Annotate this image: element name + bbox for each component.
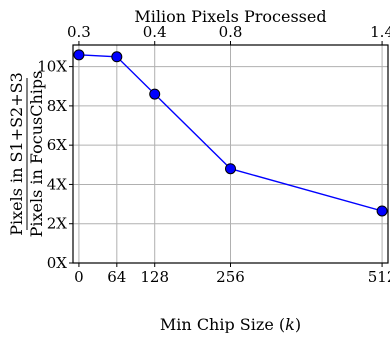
top-tick-label: 0.3 (67, 23, 91, 41)
y-axis-title: Pixels in S1+S2+S3 Pixels in FocusChips (7, 71, 46, 238)
y-tick-label: 0X (47, 254, 68, 272)
y-tick-label: 8X (47, 97, 68, 115)
grid (73, 45, 388, 264)
top-axis-title: Milion Pixels Processed (134, 7, 326, 26)
y-axis-title-denominator: Pixels in FocusChips (27, 71, 46, 238)
y-tick-label: 4X (47, 175, 68, 193)
x-tick-label: 256 (216, 268, 245, 286)
ticks (69, 41, 383, 267)
y-tick-label: 2X (47, 215, 68, 233)
top-tick-label: 0.8 (219, 23, 243, 41)
top-tick-label: 0.4 (143, 23, 167, 41)
y-tick-label: 10X (37, 58, 67, 76)
data-point (111, 51, 123, 63)
data-point (149, 88, 161, 100)
x-tick-label: 64 (107, 268, 126, 286)
x-tick-label: 128 (140, 268, 169, 286)
x-tick-label: 0 (74, 268, 84, 286)
data-point (225, 163, 236, 175)
data-point (376, 205, 388, 217)
y-tick-label: 6X (47, 136, 68, 154)
x-axis-title: Min Chip Size (k) (160, 315, 301, 333)
top-tick-label: 1.4 (370, 23, 390, 41)
data-point (73, 49, 85, 61)
series-layer (73, 49, 388, 217)
y-axis-title-numerator: Pixels in S1+S2+S3 (7, 72, 26, 236)
tick-labels: 0 64 128 256 512 0.3 0.4 0.8 1.4 0X 2X 4X 6X 8X 10X (37, 23, 390, 286)
x-tick-label: 512 (368, 268, 390, 286)
